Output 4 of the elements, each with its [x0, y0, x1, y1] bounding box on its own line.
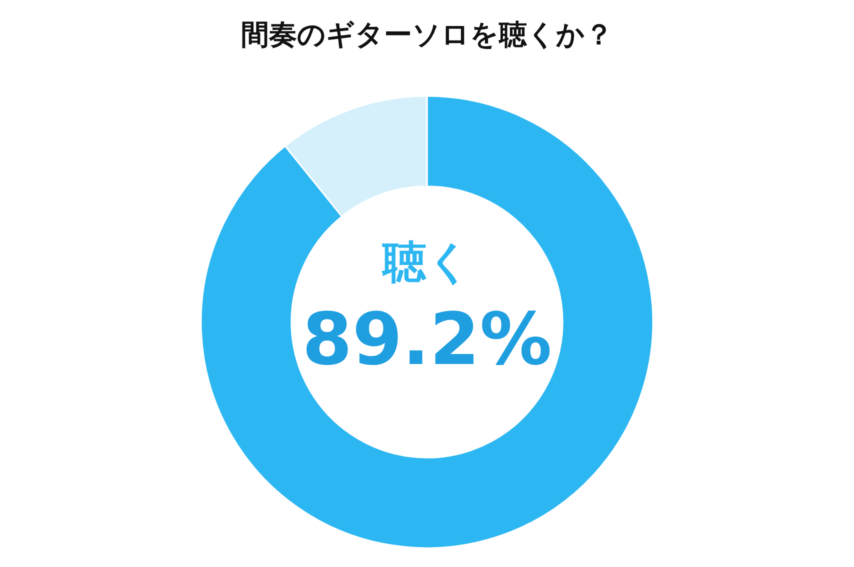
donut-slice [200, 95, 654, 549]
chart-title: 間奏のギターソロを聴くか？ [241, 18, 613, 51]
data-label: 89.2% [302, 297, 552, 381]
slice-label: 聴く [380, 237, 472, 288]
